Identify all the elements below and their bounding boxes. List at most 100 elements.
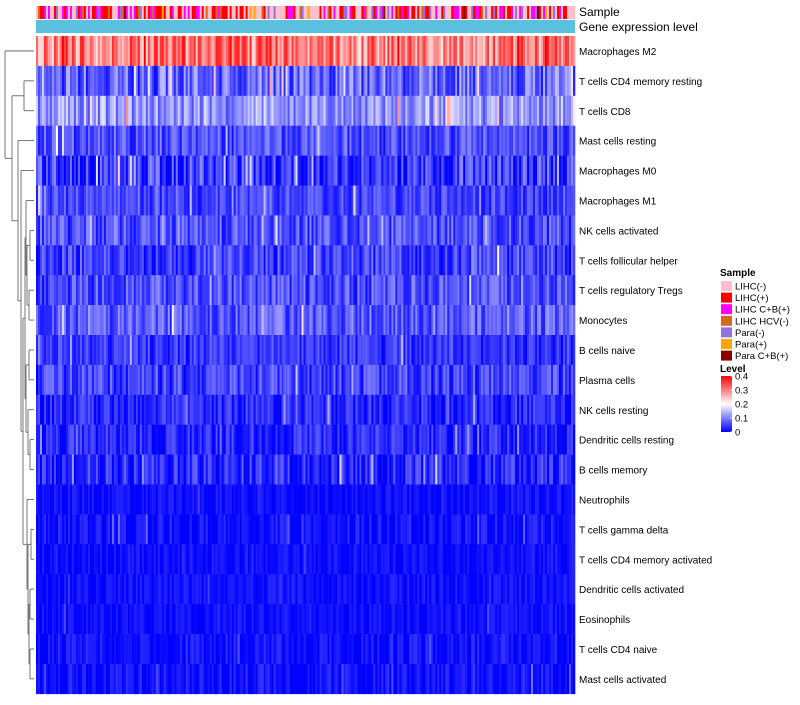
heatmap-cell [363, 365, 365, 395]
heatmap-cell [248, 365, 250, 395]
heatmap-cell [381, 96, 383, 126]
heatmap-cell [306, 126, 308, 156]
heatmap-cell [555, 66, 557, 96]
heatmap-cell [465, 275, 467, 305]
heatmap-cell [36, 66, 38, 96]
sample-annotation-cell [363, 6, 365, 19]
heatmap-cell [186, 126, 188, 156]
heatmap-cell [272, 66, 274, 96]
heatmap-cell [315, 36, 317, 66]
heatmap-cell [148, 126, 150, 156]
heatmap-cell [120, 215, 122, 245]
heatmap-cell [218, 156, 220, 186]
heatmap-cell [531, 96, 533, 126]
heatmap-cell [296, 186, 298, 216]
heatmap-cell [136, 36, 138, 66]
heatmap-cell [82, 395, 84, 425]
heatmap-row [36, 36, 575, 66]
heatmap-cell [116, 245, 118, 275]
heatmap-cell [88, 96, 90, 126]
heatmap-cell [166, 335, 168, 365]
heatmap-cell [294, 96, 296, 126]
heatmap-cell [182, 36, 184, 66]
heatmap-cell [304, 215, 306, 245]
heatmap-cell [555, 305, 557, 335]
heatmap-cell [132, 275, 134, 305]
heatmap-cell [499, 425, 501, 455]
heatmap-cell [365, 126, 367, 156]
heatmap-cell [307, 485, 309, 515]
heatmap-cell [307, 425, 309, 455]
heatmap-cell [274, 305, 276, 335]
heatmap-cell [311, 66, 313, 96]
heatmap-cell [268, 305, 270, 335]
heatmap-cell [531, 245, 533, 275]
heatmap-cell [234, 514, 236, 544]
heatmap-cell [479, 395, 481, 425]
heatmap-cell [475, 245, 477, 275]
heatmap-cell [230, 186, 232, 216]
heatmap-cell [72, 335, 74, 365]
heatmap-cell [353, 485, 355, 515]
heatmap-cell [210, 485, 212, 515]
heatmap-cell [70, 305, 72, 335]
heatmap-cell [451, 335, 453, 365]
heatmap-cell [232, 186, 234, 216]
heatmap-cell [176, 66, 178, 96]
heatmap-cell [72, 96, 74, 126]
heatmap-cell [549, 186, 551, 216]
heatmap-cell [461, 514, 463, 544]
heatmap-cell [461, 156, 463, 186]
heatmap-cell [557, 365, 559, 395]
heatmap-cell [180, 36, 182, 66]
heatmap-cell [433, 186, 435, 216]
heatmap-cell [351, 275, 353, 305]
heatmap-cell [52, 156, 54, 186]
heatmap-cell [296, 126, 298, 156]
heatmap-cell [441, 156, 443, 186]
heatmap-cell [561, 275, 563, 305]
heatmap-cell [471, 514, 473, 544]
heatmap-cell [355, 395, 357, 425]
heatmap-cell [487, 425, 489, 455]
heatmap-cell [561, 485, 563, 515]
heatmap-cell [202, 305, 204, 335]
heatmap-cell [56, 455, 58, 485]
heatmap-cell [363, 395, 365, 425]
heatmap-cell [72, 36, 74, 66]
heatmap-cell [130, 245, 132, 275]
sample-annotation-cell [62, 6, 64, 19]
heatmap-cell [56, 126, 58, 156]
heatmap-cell [166, 156, 168, 186]
sample-annotation-cell [425, 6, 427, 19]
heatmap-cell [74, 156, 76, 186]
heatmap-cell [379, 36, 381, 66]
heatmap-cell [216, 66, 218, 96]
heatmap-cell [208, 275, 210, 305]
heatmap-cell [391, 245, 393, 275]
heatmap-cell [230, 485, 232, 515]
heatmap-cell [531, 126, 533, 156]
heatmap-cell [300, 365, 302, 395]
heatmap-cell [447, 36, 449, 66]
heatmap-cell [62, 395, 64, 425]
heatmap-cell [319, 395, 321, 425]
heatmap-cell [282, 425, 284, 455]
heatmap-cell [270, 335, 272, 365]
heatmap-cell [80, 335, 82, 365]
heatmap-cell [553, 305, 555, 335]
heatmap-cell [311, 485, 313, 515]
heatmap-cell [423, 335, 425, 365]
heatmap-cell [507, 335, 509, 365]
heatmap-cell [451, 305, 453, 335]
heatmap-cell [411, 395, 413, 425]
heatmap-cell [521, 215, 523, 245]
heatmap-cell [150, 245, 152, 275]
heatmap-cell [56, 335, 58, 365]
heatmap-cell [258, 514, 260, 544]
heatmap-cell [553, 96, 555, 126]
heatmap-cell [60, 514, 62, 544]
heatmap-cell [413, 425, 415, 455]
heatmap-cell [389, 514, 391, 544]
heatmap-cell [106, 186, 108, 216]
